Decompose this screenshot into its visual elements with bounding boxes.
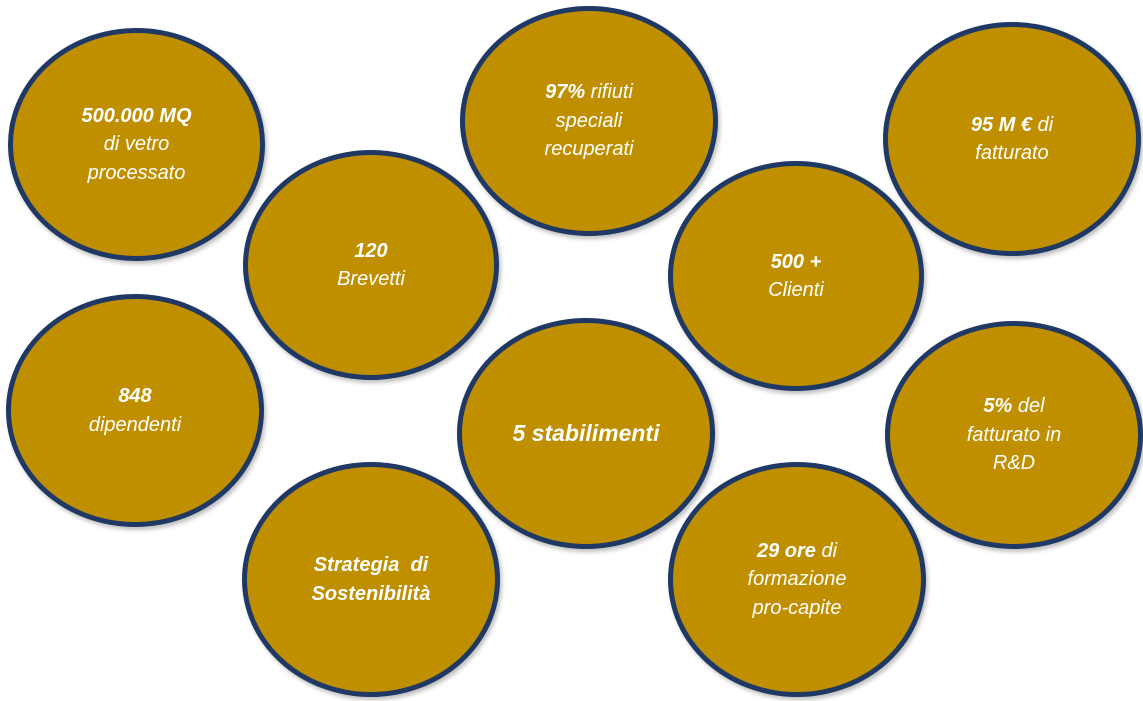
bubble-line: fatturato in	[966, 423, 1062, 446]
bubble-line: speciali	[555, 109, 623, 132]
bubble-line: processato	[87, 161, 186, 184]
stat-bubble-employees: 848 dipendenti	[6, 294, 264, 527]
stat-bubble-sustainability-strategy: Strategia di Sostenibilità	[242, 462, 500, 697]
bubble-line: fatturato	[975, 142, 1049, 164]
bubble-line: 95 M € di	[970, 113, 1054, 136]
stat-bubble-patents: 120 Brevetti	[243, 150, 499, 380]
stat-bubble-training-hours: 29 ore di formazione pro-capite	[668, 462, 926, 697]
bubble-line: 29 ore di	[756, 539, 838, 562]
bubble-line: Brevetti	[337, 268, 405, 290]
bubble-line: formazione	[747, 568, 847, 591]
bubble-line: 97% rifiuti	[545, 81, 633, 104]
bubble-line: recuperati	[544, 138, 634, 161]
bubble-line: 500 +	[770, 250, 822, 273]
bubble-line: 5 stabilimenti	[512, 420, 660, 447]
bubble-line: Sostenibilità	[311, 582, 431, 605]
bubble-line: di vetro	[103, 133, 170, 156]
bubble-line: dipendenti	[88, 413, 182, 436]
stat-bubble-rd-investment: 5% del fatturato in R&D	[885, 321, 1143, 549]
stat-bubble-waste-recovered: 97% rifiuti speciali recuperati	[460, 6, 718, 236]
bubble-line: 500.000 MQ	[81, 104, 192, 127]
bubble-line: 120	[354, 239, 388, 262]
bubble-line: 848	[118, 385, 152, 408]
stat-bubble-plants: 5 stabilimenti	[457, 318, 715, 549]
bubble-line: pro-capite	[752, 596, 842, 619]
bubble-line: 5% del	[983, 395, 1045, 418]
stat-bubble-glass-processed: 500.000 MQ di vetro processato	[8, 28, 265, 261]
bubble-line: Strategia di	[313, 554, 429, 577]
stat-bubble-revenue: 95 M € di fatturato	[883, 22, 1141, 256]
bubble-line: R&D	[992, 452, 1036, 475]
bubble-line: Clienti	[768, 279, 824, 301]
stat-bubble-clients: 500 + Clienti	[668, 161, 924, 391]
